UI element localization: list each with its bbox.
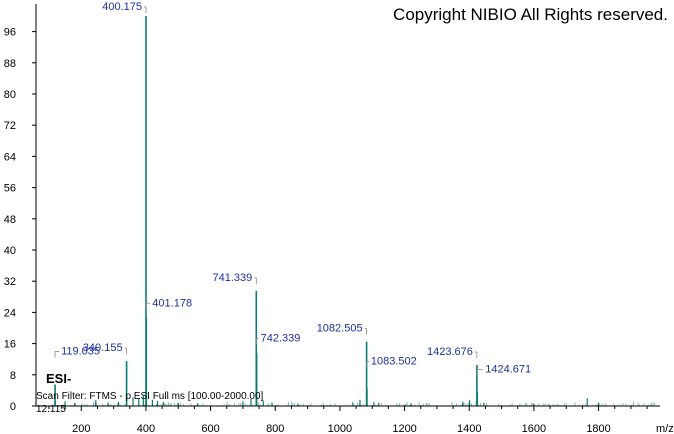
x-tick-label: 1800	[586, 423, 610, 434]
y-tick-label: 24	[4, 307, 16, 319]
x-tick-label: 800	[266, 423, 284, 434]
x-tick-label: 600	[201, 423, 219, 434]
y-tick-label: 80	[4, 89, 16, 101]
x-tick-label: 200	[72, 423, 90, 434]
y-tick-label: 88	[4, 58, 16, 70]
y-tick-label: 72	[4, 120, 16, 132]
x-axis-title: m/z	[656, 423, 674, 434]
y-ticks: 0 8 16 24 32 40 48 56 64 72 80 88 96	[4, 27, 36, 413]
y-tick-label: 48	[4, 214, 16, 226]
axes	[35, 4, 660, 407]
peak-label-connector	[124, 347, 127, 355]
peak-label-connector	[54, 351, 60, 358]
scan-filter-text: Scan Filter: FTMS - p ESI Full ms [100.0…	[36, 391, 264, 402]
minor-peaks	[64, 395, 600, 406]
x-tick-label: 1000	[328, 423, 352, 434]
y-tick-label: 96	[4, 27, 16, 39]
peak-label-connector	[366, 361, 369, 368]
y-tick-label: 0	[10, 401, 16, 413]
major-peaks	[54, 16, 479, 406]
peak-label: 1424.671	[485, 363, 531, 375]
peak-label: 1082.505	[317, 323, 363, 335]
copyright-notice: Copyright NIBIO All Rights reserved.	[393, 5, 668, 24]
peak-label: 401.178	[152, 297, 192, 309]
peak-label-connector	[254, 277, 257, 284]
x-tick-label: 400	[137, 423, 155, 434]
peak-label: 741.339	[213, 272, 253, 284]
peak-label-connector	[145, 302, 151, 310]
x-ticks: 200 400 600 800 1000 1200 1400 1600 1800	[48, 406, 648, 434]
ion-mode-label: ESI-	[46, 371, 71, 386]
x-tick-label: 1400	[457, 423, 481, 434]
peak-label: 400.175	[102, 1, 142, 13]
peak-label-connector	[143, 6, 147, 13]
y-tick-label: 16	[4, 339, 16, 351]
peak-label-connector	[476, 368, 484, 376]
y-tick-label: 64	[4, 151, 16, 163]
peak-label: 742.339	[261, 332, 301, 344]
peak-label-connector	[364, 328, 367, 335]
y-tick-label: 32	[4, 276, 16, 288]
peak-label: 1423.676	[427, 346, 473, 358]
peak-label: 1083.502	[371, 355, 417, 367]
y-tick-label: 56	[4, 183, 16, 195]
retention-time-text: 12.115	[36, 404, 66, 415]
peak-label-connector	[256, 337, 259, 345]
peak-label-connector	[474, 351, 478, 359]
y-tick-label: 40	[4, 245, 16, 257]
x-tick-label: 1200	[392, 423, 416, 434]
y-tick-label: 8	[10, 370, 16, 382]
peak-label: 340.155	[83, 342, 123, 354]
peak-label: 119.035	[61, 346, 100, 358]
x-tick-label: 1600	[522, 423, 546, 434]
